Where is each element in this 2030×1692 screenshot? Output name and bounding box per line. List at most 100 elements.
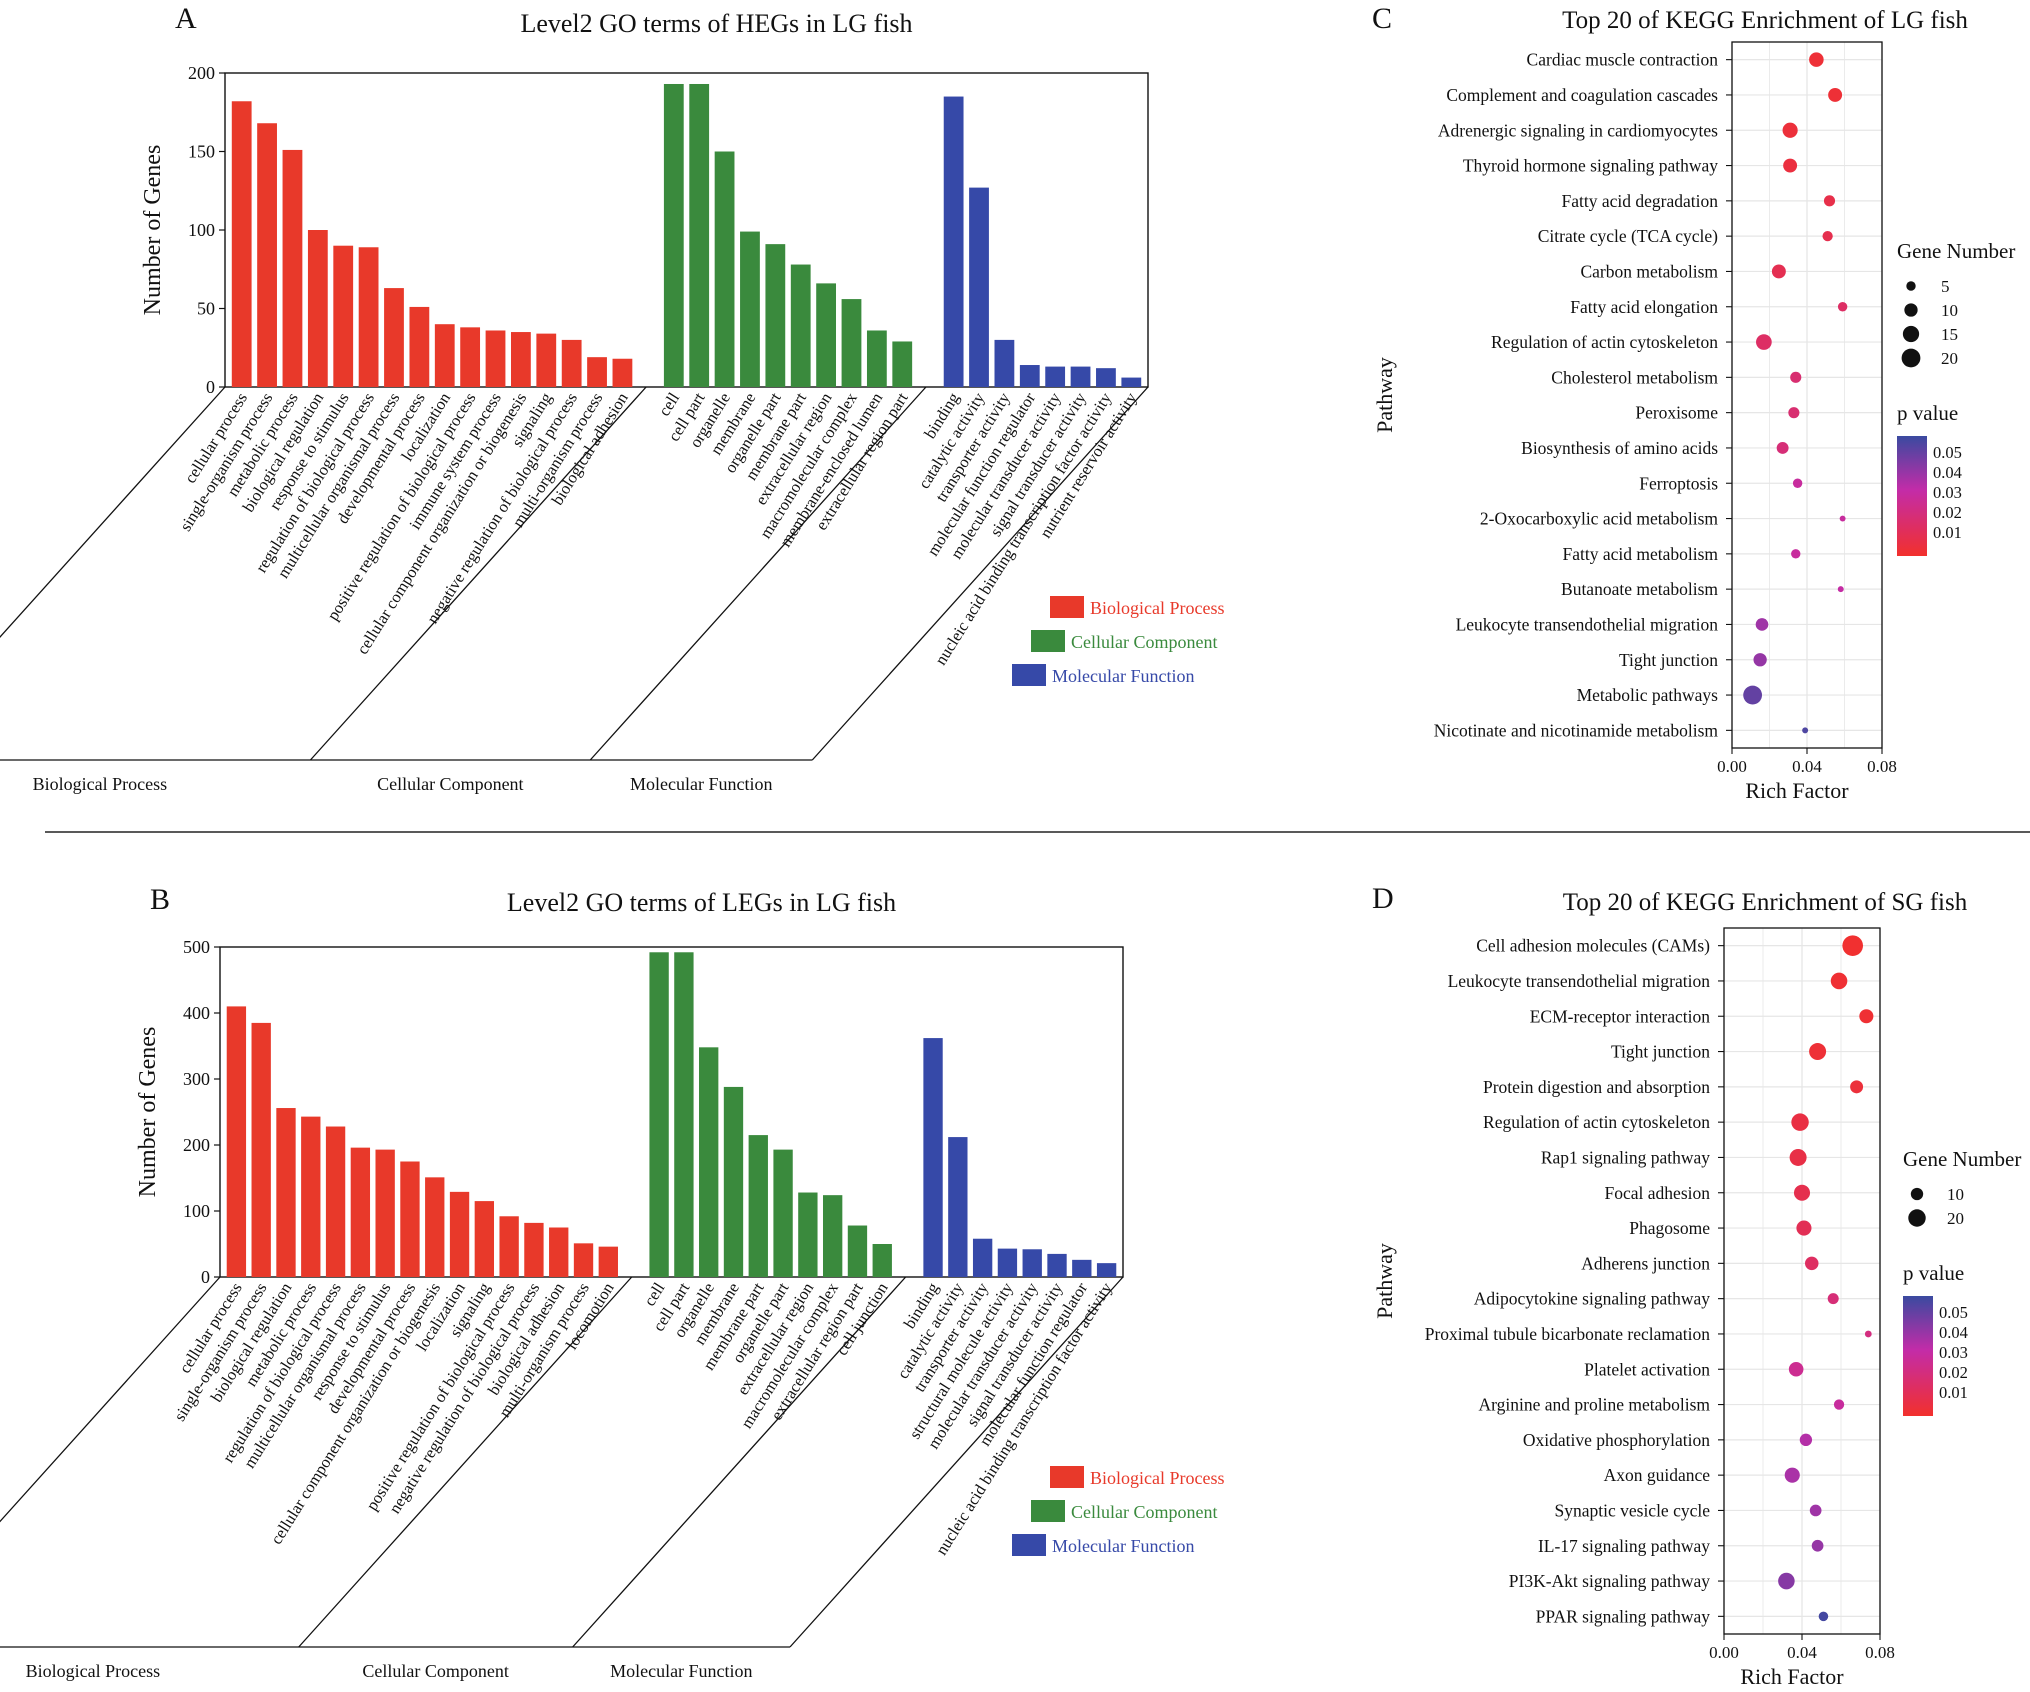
bar-organelle: [699, 1047, 719, 1277]
bubble-point: [1823, 195, 1836, 207]
pathway-label: Protein digestion and absorption: [1483, 1077, 1710, 1097]
bubble-point: [1796, 1220, 1812, 1236]
bar-multi-organism-process: [573, 1243, 594, 1277]
bar-structural-molecule-activity: [997, 1248, 1018, 1277]
bubble-point: [1827, 1293, 1839, 1305]
bar-membrane: [723, 1086, 744, 1277]
pathway-label: PI3K-Akt signaling pathway: [1509, 1571, 1710, 1591]
bar-single-organism-process: [251, 1022, 271, 1277]
bar-biological-adhesion: [612, 358, 633, 387]
bar-multicellular-organismal-process: [350, 1147, 371, 1277]
bar-membrane: [740, 231, 760, 387]
bubble-point: [1839, 515, 1846, 522]
pathway-label: Nicotinate and nicotinamide metabolism: [1434, 720, 1719, 740]
pathway-label: Proximal tubule bicarbonate reclamation: [1425, 1324, 1710, 1344]
bar-nutrient-reservoir-activity: [1121, 377, 1142, 387]
bubble-point: [1791, 1113, 1809, 1131]
bubble-point: [1784, 1467, 1800, 1483]
bar-binding: [923, 1038, 943, 1277]
bar-cellular-process: [226, 1006, 247, 1277]
bubble-point: [1804, 1256, 1819, 1271]
bar-catalytic-activity: [948, 1137, 968, 1277]
size-legend-dot: [1910, 1187, 1924, 1201]
bubble-point: [1790, 371, 1802, 383]
bubble-point: [1788, 407, 1800, 419]
bar-positive-regulation-of-biological-process: [499, 1216, 519, 1277]
panel-label: B: [150, 883, 170, 916]
bubble-point: [1776, 442, 1789, 454]
bar-cell: [663, 83, 684, 388]
bar-signaling: [474, 1201, 495, 1277]
panel-b-go-bar-chart: B Level2 GO terms of LEGs in LG fish Numbe…: [0, 883, 1224, 1681]
bar-molecular-transducer-activity: [1045, 366, 1066, 387]
bubble-point: [1756, 334, 1772, 350]
pathway-label: Cell adhesion molecules (CAMs): [1476, 936, 1710, 956]
bar-nucleic-acid-binding-transcription-factor-activity: [1096, 368, 1116, 387]
pathway-label: Focal adhesion: [1605, 1183, 1711, 1203]
y-tick-label: 0: [201, 1267, 210, 1287]
pathway-label: Thyroid hormone signaling pathway: [1463, 156, 1718, 176]
bar-cell-part: [689, 83, 710, 388]
pathway-label: Carbon metabolism: [1580, 261, 1718, 281]
bar-positive-regulation-of-biological-process: [460, 327, 481, 387]
bubble-point: [1782, 122, 1798, 138]
bar-signal-transducer-activity: [1070, 366, 1091, 387]
bar-molecular-function-regulator: [1019, 365, 1040, 387]
bubble-point: [1789, 1148, 1807, 1166]
bubble-point: [1809, 1043, 1827, 1061]
bar-negative-regulation-of-biological-process: [561, 339, 582, 387]
bubble-point: [1864, 1330, 1872, 1338]
y-tick-label: 200: [188, 63, 215, 83]
pathway-label: Complement and coagulation cascades: [1446, 85, 1718, 105]
bubble-point: [1802, 727, 1809, 734]
legend-entry: Molecular Function: [1052, 1536, 1194, 1556]
bubble-point: [1837, 302, 1848, 312]
bubble-point: [1755, 618, 1769, 631]
size-legend-label: 20: [1947, 1209, 1964, 1228]
bar-biological-regulation: [276, 1108, 296, 1277]
bar-extracellular-region-part: [892, 341, 913, 387]
bar-extracellular-region: [816, 283, 837, 387]
legend-entry: Cellular Component: [1071, 1502, 1217, 1522]
y-tick-label: 150: [188, 142, 215, 162]
bar-membrane-enclosed-lumen: [866, 330, 887, 387]
bubble-point: [1809, 52, 1824, 67]
pathway-label: Fatty acid metabolism: [1562, 544, 1718, 564]
x-axis-label: Rich Factor: [1745, 778, 1849, 803]
pathway-label: Arginine and proline metabolism: [1478, 1395, 1710, 1415]
group-axis-label: Cellular Component: [362, 1661, 508, 1681]
bubble-point: [1833, 1399, 1845, 1410]
size-legend-label: 5: [1941, 277, 1950, 296]
group-divider-line: [789, 1276, 1124, 1648]
y-tick-label: 100: [183, 1201, 210, 1221]
bubble-point: [1818, 1611, 1829, 1622]
pathway-label: Citrate cycle (TCA cycle): [1538, 226, 1718, 246]
pathway-label: Tight junction: [1611, 1042, 1710, 1062]
bar-signaling: [536, 333, 557, 387]
bar-extracellular-region: [798, 1192, 818, 1277]
pathway-label: Ferroptosis: [1639, 473, 1718, 493]
color-legend-label: 0.02: [1933, 503, 1962, 522]
pathway-label: ECM-receptor interaction: [1530, 1006, 1711, 1026]
pathway-label: Peroxisome: [1635, 403, 1718, 423]
color-legend-label: 0.05: [1933, 443, 1962, 462]
chart-title: Top 20 of KEGG Enrichment of SG fish: [1563, 889, 1968, 916]
bar-organelle: [714, 151, 735, 387]
bar-response-to-stimulus: [333, 245, 354, 387]
pathway-label: 2-Oxocarboxylic acid metabolism: [1480, 509, 1719, 529]
size-legend-dot: [1908, 1209, 1926, 1227]
pathway-label: Fatty acid degradation: [1562, 191, 1719, 211]
legend-swatch: [1012, 664, 1046, 686]
group-divider-line: [309, 386, 647, 761]
size-legend-dot: [1906, 281, 1916, 291]
panel-d-kegg-bubble-chart: D Top 20 of KEGG Enrichment of SG fish Pat…: [1372, 882, 2021, 1689]
legend-entry: Biological Process: [1090, 1468, 1224, 1488]
chart-title: Level2 GO terms of HEGs in LG fish: [520, 9, 912, 38]
bar-response-to-stimulus: [375, 1149, 395, 1277]
bubble-point: [1830, 972, 1848, 990]
pathway-label: Leukocyte transendothelial migration: [1456, 614, 1719, 634]
size-legend-dot: [1902, 325, 1920, 343]
size-legend-label: 20: [1941, 349, 1958, 368]
bar-multicellular-organismal-process: [384, 288, 404, 387]
pathway-label: PPAR signaling pathway: [1536, 1606, 1711, 1626]
